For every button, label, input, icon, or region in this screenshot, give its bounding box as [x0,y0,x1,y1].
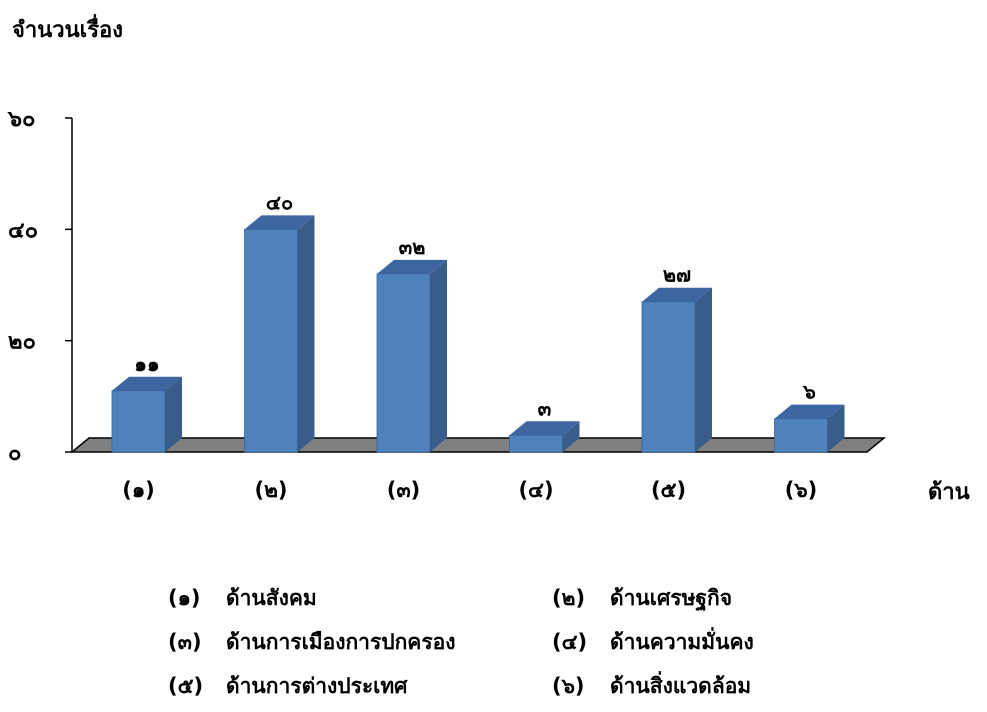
bar [376,273,431,453]
bar-top [112,376,182,391]
data-label: ๓๒ [399,235,426,259]
bar-side [297,215,315,452]
legend-item: (๔) ด้านความมั่นคง [552,626,754,659]
x-tick-label: (๕) [651,478,686,502]
y-tick-label: ๖๐ [7,107,35,132]
y-tick-label: ๐ [8,441,21,466]
bar-side [165,376,182,452]
legend-item: (๖) ด้านสิ่งแวดล้อม [552,670,751,703]
legend-code: (๒) [552,586,586,610]
legend-code: (๖) [552,674,585,698]
x-tick-label: (๔) [518,478,553,502]
bar-top [377,259,447,274]
bar-side [562,421,580,452]
legend-item: (๕) ด้านการต่างประเทศ [168,670,408,703]
bar-top [774,404,845,419]
legend-label: ด้านเศรษฐกิจ [610,586,733,610]
bar-side [695,287,712,452]
data-label: ๔๐ [266,190,293,214]
bar [111,390,166,453]
data-label: ๖ [802,380,816,404]
y-tick-label: ๔๐ [8,218,38,243]
x-tick-label: (๖) [785,478,818,502]
chart-floor [69,437,887,453]
x-tick-label: (๑) [122,478,155,502]
x-tick-label: (๒) [254,478,287,502]
data-label: ๑๑ [134,352,159,376]
bar [244,228,298,453]
bar-top [244,215,315,230]
data-label: ๓ [538,396,552,420]
data-label: ๒๗ [663,263,691,287]
bar-side [430,259,447,452]
y-tick-label: ๒๐ [8,330,36,355]
legend-item: (๑) ด้านสังคม [168,582,317,615]
legend-code: (๔) [552,630,588,654]
legend-item: (๓) ด้านการเมืองการปกครอง [168,626,455,659]
legend-code: (๕) [168,674,204,698]
y-axis-title: จำนวนเรื่อง [12,18,123,43]
bar [774,418,828,453]
legend-label: ด้านสิ่งแวดล้อม [610,674,752,698]
legend-label: ด้านการเมืองการปกครอง [226,630,456,654]
legend-label: ด้านการต่างประเทศ [226,674,408,698]
bar-top [642,287,712,302]
bar [509,434,563,453]
legend-label: ด้านความมั่นคง [610,630,754,654]
legend-code: (๑) [168,586,201,610]
legend-label: ด้านสังคม [226,586,317,610]
bar-top [509,421,580,436]
x-tick-label: (๓) [387,478,421,502]
x-axis-title: ด้าน [928,480,970,505]
legend-item: (๒) ด้านเศรษฐกิจ [552,582,732,615]
bar [641,301,696,453]
legend-code: (๓) [168,630,202,654]
bar-side [827,404,845,452]
